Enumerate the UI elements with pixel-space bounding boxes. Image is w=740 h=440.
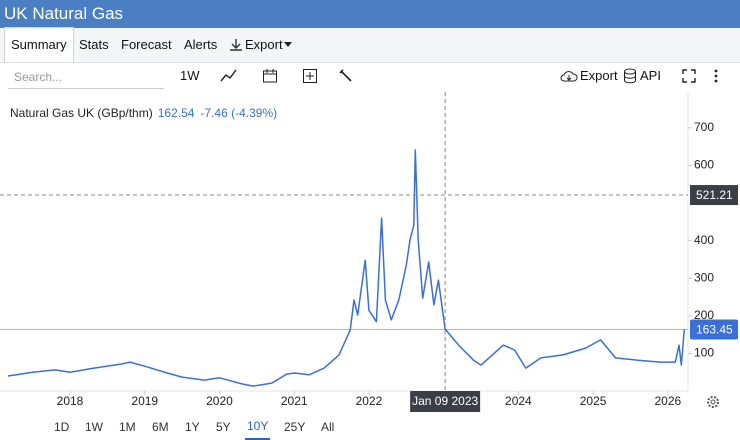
menu-icon[interactable] (713, 69, 719, 83)
tab[interactable]: Forecast (121, 37, 172, 52)
crosshair-y-label-box (690, 185, 738, 206)
range-button[interactable]: 1Y (185, 420, 200, 434)
crosshair-y-label: 521.21 (696, 188, 733, 202)
range-button[interactable]: 10Y (245, 414, 271, 440)
crosshair-x-label-box (410, 391, 481, 412)
tab-bar: Summary Stats Forecast Alerts Export (0, 27, 740, 63)
y-tick-label: 600 (694, 158, 714, 172)
x-tick-label: 2019 (131, 394, 158, 408)
download-icon (230, 39, 242, 51)
calendar-icon[interactable] (262, 68, 278, 84)
database-icon (624, 68, 636, 84)
tab[interactable]: Alerts (184, 37, 218, 52)
range-button[interactable]: 6M (152, 420, 169, 434)
range-bar: 1D 1W 1M 6M 1Y 5Y 10Y 25Y All (0, 414, 740, 440)
app-title: UK Natural Gas (4, 4, 124, 23)
chart: Natural Gas UK (GBp/thm) 162.54 -7.46 (-… (0, 92, 738, 412)
price-change: -7.46 (-4.39%) (200, 106, 277, 120)
tools-icon[interactable] (338, 68, 354, 84)
tab[interactable]: Stats (79, 37, 109, 52)
y-tick-label: 700 (694, 120, 714, 134)
range-button[interactable]: 1M (119, 420, 136, 434)
series-line (7, 149, 686, 387)
add-icon[interactable] (302, 68, 318, 84)
api-button[interactable]: API (640, 68, 661, 83)
range-button[interactable]: 1W (85, 420, 103, 434)
fullscreen-icon[interactable] (682, 69, 696, 83)
range-button[interactable]: 5Y (216, 420, 231, 434)
export-button[interactable]: Export (580, 68, 618, 83)
last-value-label: 163.45 (696, 323, 733, 337)
x-tick-label: 2025 (580, 394, 607, 408)
tab[interactable]: Export (245, 37, 283, 52)
x-tick-label: 2026 (654, 394, 681, 408)
y-tick-label: 400 (694, 233, 714, 247)
settings-icon[interactable] (707, 396, 719, 408)
cloud-icon (560, 71, 578, 82)
x-tick-label: 2024 (505, 394, 532, 408)
y-tick-label: 300 (694, 270, 714, 284)
x-tick-label: 2022 (356, 394, 383, 408)
x-tick-label: 2020 (206, 394, 233, 408)
range-button[interactable]: 25Y (284, 420, 306, 434)
crosshair-x-label: Jan 09 2023 (412, 394, 478, 408)
interval-button[interactable]: 1W (180, 68, 200, 83)
search-box[interactable]: Search... (8, 66, 164, 89)
toolbar: Search... 1W Export API (0, 62, 740, 92)
legend-label: Natural Gas UK (GBp/thm) (10, 106, 153, 120)
app-header: UK Natural Gas (0, 0, 740, 28)
range-button[interactable]: All (321, 420, 335, 434)
x-tick-label: 2018 (57, 394, 84, 408)
y-tick-label: 100 (694, 346, 714, 360)
y-tick-label: 200 (694, 308, 714, 322)
last-value-box (690, 319, 738, 340)
tab[interactable]: Summary (4, 27, 74, 62)
x-tick-label: 2021 (281, 394, 308, 408)
price: 162.54 (158, 106, 195, 120)
chart-type-icon[interactable] (220, 69, 238, 83)
range-button[interactable]: 1D (54, 420, 70, 434)
caret (284, 42, 292, 47)
